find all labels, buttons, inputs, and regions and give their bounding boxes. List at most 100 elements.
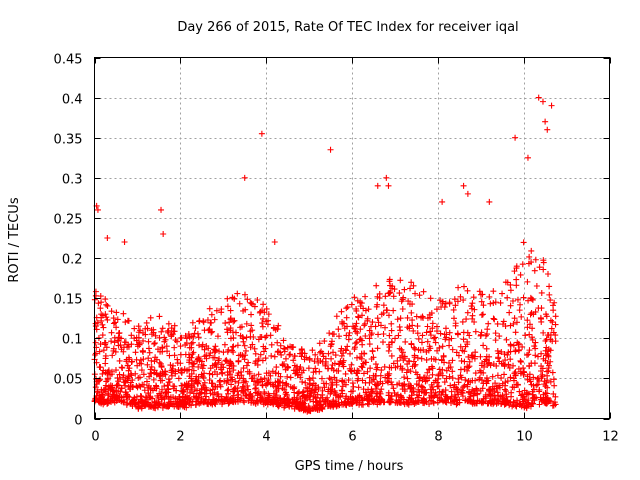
data-point (164, 382, 171, 389)
data-point (411, 354, 418, 361)
data-point (359, 377, 366, 384)
data-point (374, 315, 381, 322)
data-point (449, 368, 456, 375)
data-point (413, 381, 420, 388)
data-point (339, 390, 346, 397)
data-point (414, 398, 421, 405)
data-point (338, 308, 345, 315)
data-point (503, 391, 510, 398)
data-point (408, 279, 415, 286)
data-point (447, 382, 454, 389)
data-point (512, 134, 519, 141)
data-point (176, 393, 183, 400)
data-point (306, 356, 313, 363)
data-point (360, 370, 367, 377)
data-point (490, 288, 497, 295)
data-point (454, 330, 461, 337)
data-point (384, 378, 391, 385)
data-point (138, 360, 145, 367)
data-point (234, 394, 241, 401)
data-point (158, 396, 165, 403)
data-point (99, 391, 106, 398)
data-point (223, 357, 230, 364)
y-tick-label: 0.15 (54, 293, 83, 308)
data-point (145, 399, 152, 406)
data-point (322, 358, 329, 365)
data-point (300, 367, 307, 374)
data-point (458, 389, 465, 396)
data-point (395, 332, 402, 339)
data-point (538, 375, 545, 382)
data-point (165, 329, 172, 336)
data-point (409, 322, 416, 329)
data-point (165, 393, 172, 400)
data-point (147, 370, 154, 377)
data-point (548, 325, 555, 332)
data-point (135, 323, 142, 330)
data-point (209, 386, 216, 393)
data-point (339, 320, 346, 327)
data-point (450, 384, 457, 391)
data-point (186, 334, 193, 341)
data-point (167, 362, 174, 369)
data-point (220, 349, 227, 356)
data-point (359, 364, 366, 371)
data-point (498, 375, 505, 382)
data-point (414, 323, 421, 330)
data-point (440, 398, 447, 405)
data-point (134, 362, 141, 369)
data-point (248, 300, 255, 307)
data-point (423, 356, 430, 363)
data-point (437, 330, 444, 337)
data-point (489, 386, 496, 393)
data-point (242, 352, 249, 359)
data-point (401, 286, 408, 293)
data-point (242, 392, 249, 399)
data-point (263, 318, 270, 325)
data-point (102, 339, 109, 346)
data-point (148, 331, 155, 338)
data-point (448, 388, 455, 395)
data-point (528, 400, 535, 407)
data-point (242, 378, 249, 385)
data-point (151, 340, 158, 347)
x-tick-label: 10 (516, 430, 533, 445)
data-point (400, 357, 407, 364)
data-point (104, 399, 111, 406)
data-point (169, 365, 176, 372)
data-point (323, 380, 330, 387)
data-point (189, 360, 196, 367)
data-point (532, 339, 539, 346)
data-point (188, 354, 195, 361)
data-point (147, 386, 154, 393)
data-point (432, 334, 439, 341)
data-point (159, 386, 166, 393)
data-point (328, 388, 335, 395)
data-point (132, 349, 139, 356)
data-point (212, 343, 219, 350)
data-point (382, 324, 389, 331)
y-axis-label: ROTI / TECUs (7, 197, 22, 282)
data-point (493, 362, 500, 369)
data-point (95, 334, 102, 341)
data-point (398, 399, 405, 406)
data-point (198, 395, 205, 402)
data-point (131, 325, 138, 332)
data-point (408, 309, 415, 316)
data-point (546, 283, 553, 290)
data-point (373, 303, 380, 310)
data-point (94, 388, 101, 395)
data-point (339, 383, 346, 390)
data-point (192, 325, 199, 332)
data-point (189, 319, 196, 326)
data-point (243, 334, 250, 341)
data-point (305, 365, 312, 372)
data-point (513, 319, 520, 326)
data-point (149, 402, 156, 409)
data-point (376, 388, 383, 395)
data-point (368, 378, 375, 385)
data-point (259, 323, 266, 330)
data-point (536, 388, 543, 395)
data-point (227, 395, 234, 402)
data-point (520, 393, 527, 400)
